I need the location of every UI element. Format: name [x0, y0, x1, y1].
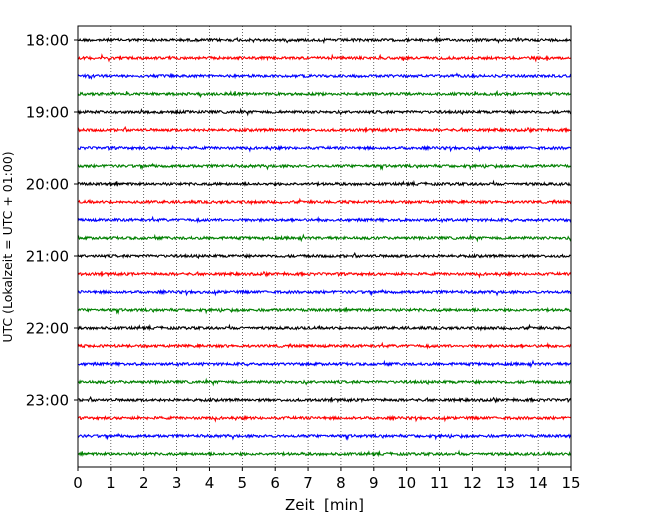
y-tick-label: 19:00 — [26, 104, 69, 122]
trace-2015 — [77, 197, 572, 206]
trace-2000 — [77, 179, 572, 188]
y-tick-label: 20:00 — [26, 176, 69, 194]
trace-2100 — [77, 251, 572, 260]
x-tick-label: 14 — [529, 474, 548, 492]
trace-2215 — [77, 341, 572, 350]
seismic-traces — [77, 36, 572, 458]
trace-1845 — [77, 89, 572, 99]
x-axis-ticks: 0 1 2 3 4 5 6 7 8 9 10 11 12 13 14 15 — [73, 467, 581, 492]
x-tick-label: 3 — [172, 474, 182, 492]
trace-1800 — [77, 36, 571, 45]
trace-2145 — [77, 306, 572, 315]
trace-2030 — [77, 215, 572, 224]
trace-1815 — [77, 53, 572, 63]
x-tick-label: 8 — [336, 474, 346, 492]
trace-1915 — [77, 125, 572, 134]
x-tick-label: 13 — [496, 474, 515, 492]
x-tick-label: 0 — [73, 474, 83, 492]
x-tick-label: 2 — [139, 474, 149, 492]
trace-2130 — [77, 288, 572, 297]
x-tick-label: 15 — [561, 474, 580, 492]
x-tick-label: 7 — [303, 474, 313, 492]
trace-2345 — [77, 449, 572, 458]
trace-2300 — [77, 395, 572, 404]
trace-2115 — [77, 270, 572, 279]
y-tick-label: 22:00 — [26, 320, 69, 338]
trace-2045 — [77, 233, 572, 243]
trace-2230 — [77, 359, 572, 369]
y-tick-label: 18:00 — [26, 32, 69, 50]
x-tick-label: 10 — [397, 474, 416, 492]
trace-2330 — [77, 432, 572, 441]
y-tick-label: 21:00 — [26, 248, 69, 266]
trace-2245 — [77, 377, 572, 387]
x-tick-label: 6 — [270, 474, 280, 492]
plot-frame — [77, 25, 572, 468]
x-tick-label: 5 — [238, 474, 248, 492]
trace-2315 — [77, 414, 572, 423]
y-axis-label: UTC (Lokalzeit = UTC + 01:00) — [0, 151, 15, 342]
x-tick-label: 4 — [205, 474, 215, 492]
y-tick-label: 23:00 — [26, 392, 69, 410]
y-axis-ticks: 18:00 19:00 20:00 21:00 22:00 23:00 — [26, 32, 78, 410]
trace-1945 — [77, 162, 572, 171]
x-tick-label: 1 — [106, 474, 116, 492]
x-tick-label: 11 — [430, 474, 449, 492]
x-axis-label: Zeit [min] — [285, 496, 364, 514]
trace-1830 — [77, 72, 572, 80]
x-tick-label: 9 — [369, 474, 379, 492]
x-tick-label: 12 — [463, 474, 482, 492]
trace-2200 — [77, 323, 572, 332]
trace-1930 — [77, 144, 572, 153]
trace-1900 — [77, 107, 572, 117]
